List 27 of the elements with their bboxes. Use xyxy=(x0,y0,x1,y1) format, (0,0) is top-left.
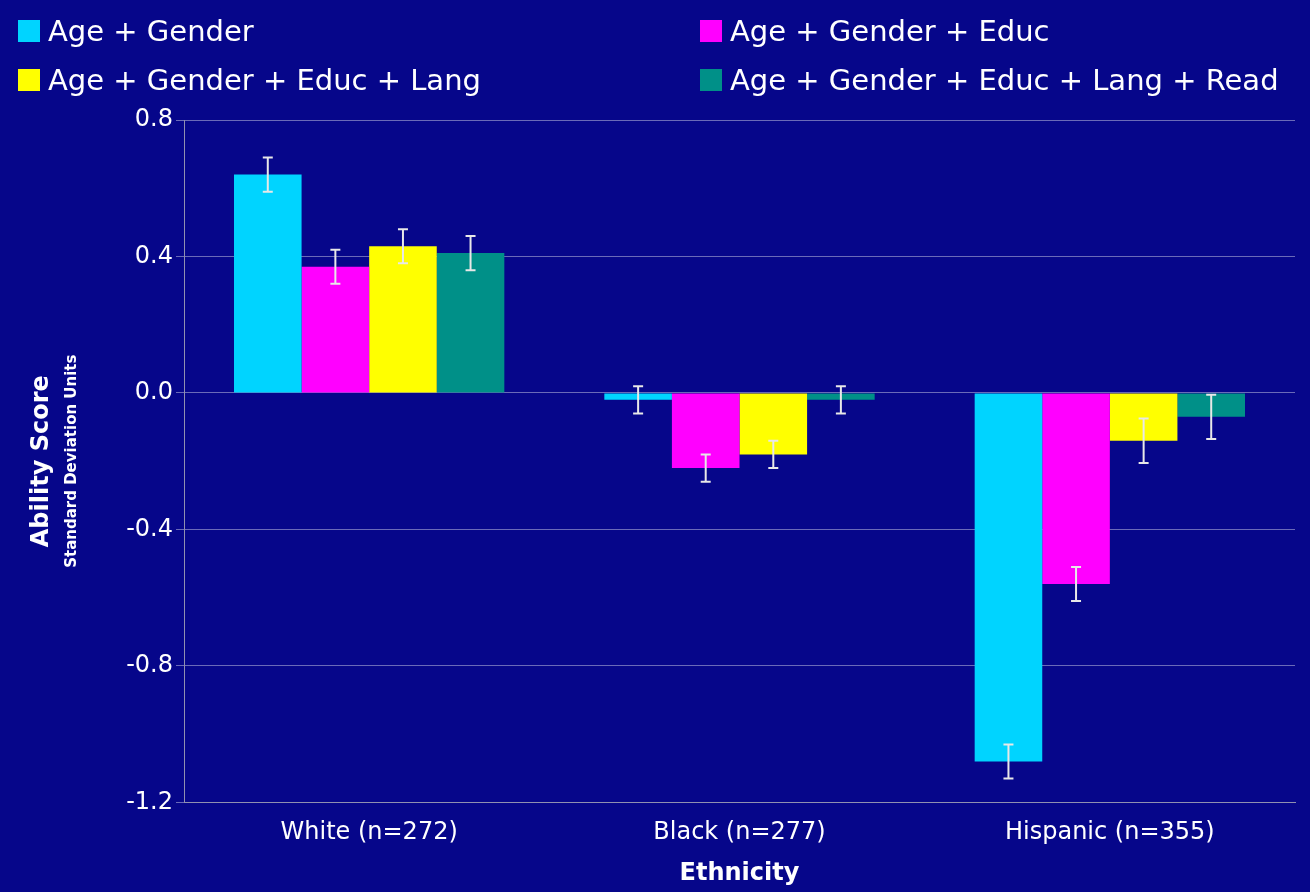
legend-label: Age + Gender + Educ + Lang + Read xyxy=(730,62,1279,97)
bar xyxy=(807,393,875,400)
legend-label: Age + Gender + Educ + Lang xyxy=(48,62,481,97)
y-tick-label: 0.0 xyxy=(134,377,173,406)
bar xyxy=(436,253,505,393)
bar xyxy=(234,174,302,393)
y-tick-label: 0.8 xyxy=(134,104,173,133)
x-tick-label: White (n=272) xyxy=(280,817,458,846)
bar xyxy=(604,393,672,400)
bar xyxy=(1042,393,1110,585)
bar xyxy=(739,393,808,455)
y-axis-title: Ability Score Standard Deviation Units xyxy=(26,354,80,568)
bar xyxy=(369,246,437,393)
y-tick-label: 0.4 xyxy=(134,240,173,269)
bar xyxy=(301,266,370,393)
bar xyxy=(1109,393,1178,441)
bar xyxy=(974,393,1043,762)
bar xyxy=(671,393,740,469)
legend-label: Age + Gender xyxy=(48,13,254,48)
y-tick-label: -0.8 xyxy=(126,650,173,679)
bar xyxy=(1177,393,1246,417)
y-tick-label: -0.4 xyxy=(126,513,173,542)
x-tick-label: Black (n=277) xyxy=(653,817,826,846)
legend-label: Age + Gender + Educ xyxy=(730,13,1050,48)
y-tick-label: -1.2 xyxy=(126,786,173,815)
x-axis-title: Ethnicity xyxy=(679,857,800,886)
x-tick-label: Hispanic (n=355) xyxy=(1004,817,1215,846)
